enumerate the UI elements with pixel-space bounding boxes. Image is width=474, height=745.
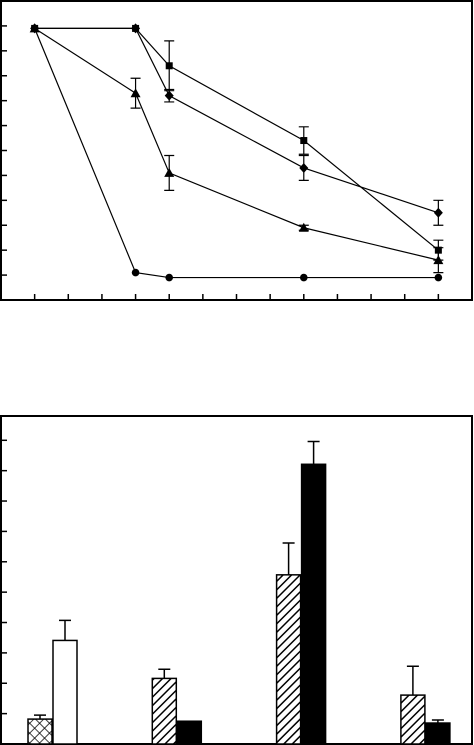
bar <box>425 722 451 745</box>
error-bar <box>158 668 171 679</box>
marker <box>130 88 141 98</box>
series-line <box>34 28 439 279</box>
bar <box>27 718 53 745</box>
bar <box>176 720 203 745</box>
marker <box>165 273 174 282</box>
marker <box>299 273 308 282</box>
marker <box>165 62 173 70</box>
series-line <box>34 27 439 261</box>
error-bar <box>34 714 46 720</box>
series-line <box>34 27 439 251</box>
marker <box>299 162 309 173</box>
marker <box>30 24 39 33</box>
marker <box>298 222 309 232</box>
bar <box>300 463 327 745</box>
bar <box>151 677 178 745</box>
error-bar <box>307 440 320 465</box>
marker <box>434 273 443 282</box>
marker <box>131 268 140 277</box>
bar <box>400 694 426 745</box>
bar <box>275 574 302 745</box>
error-bar <box>406 665 419 696</box>
error-bar <box>282 542 295 575</box>
error-bar <box>59 619 71 641</box>
marker <box>433 255 444 265</box>
marker <box>300 137 308 145</box>
marker <box>131 23 141 34</box>
marker <box>433 207 443 218</box>
error-bar <box>431 719 444 724</box>
plot-frame <box>0 415 473 745</box>
series-line <box>34 27 439 214</box>
bar <box>52 639 78 745</box>
plot-frame <box>0 0 473 301</box>
marker <box>164 167 175 177</box>
marker <box>164 90 174 101</box>
